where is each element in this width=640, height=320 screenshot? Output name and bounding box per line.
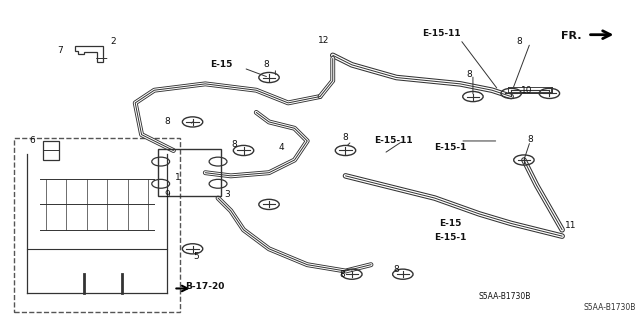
- Text: 6: 6: [29, 136, 35, 146]
- Text: 12: 12: [317, 36, 329, 44]
- Text: 5: 5: [193, 252, 198, 261]
- Text: E-15-1: E-15-1: [435, 233, 467, 242]
- Text: 8: 8: [263, 60, 269, 69]
- Text: E-15-1: E-15-1: [435, 143, 467, 152]
- Text: 8: 8: [467, 70, 472, 79]
- Text: 2: 2: [110, 36, 116, 45]
- Text: E-15: E-15: [440, 219, 462, 228]
- Text: 8: 8: [516, 37, 522, 46]
- Text: 9: 9: [164, 190, 170, 199]
- Text: 8: 8: [394, 265, 399, 274]
- Text: 3: 3: [225, 190, 230, 199]
- Text: S5AA-B1730B: S5AA-B1730B: [583, 303, 636, 312]
- Text: 10: 10: [522, 86, 533, 95]
- Text: E-15-11: E-15-11: [374, 136, 413, 146]
- Text: 8: 8: [164, 117, 170, 126]
- Text: E-15: E-15: [210, 60, 232, 69]
- Text: B-17-20: B-17-20: [186, 282, 225, 291]
- Text: E-15-11: E-15-11: [422, 29, 460, 38]
- Text: 8: 8: [231, 140, 237, 148]
- Text: 1: 1: [175, 173, 180, 182]
- Text: 11: 11: [564, 220, 576, 229]
- Text: S5AA-B1730B: S5AA-B1730B: [479, 292, 531, 301]
- Text: 8: 8: [342, 133, 348, 142]
- Text: 8: 8: [339, 270, 345, 279]
- Text: 8: 8: [527, 135, 533, 144]
- Text: 4: 4: [279, 143, 285, 152]
- Text: FR.: FR.: [561, 31, 582, 41]
- Text: 7: 7: [57, 46, 63, 55]
